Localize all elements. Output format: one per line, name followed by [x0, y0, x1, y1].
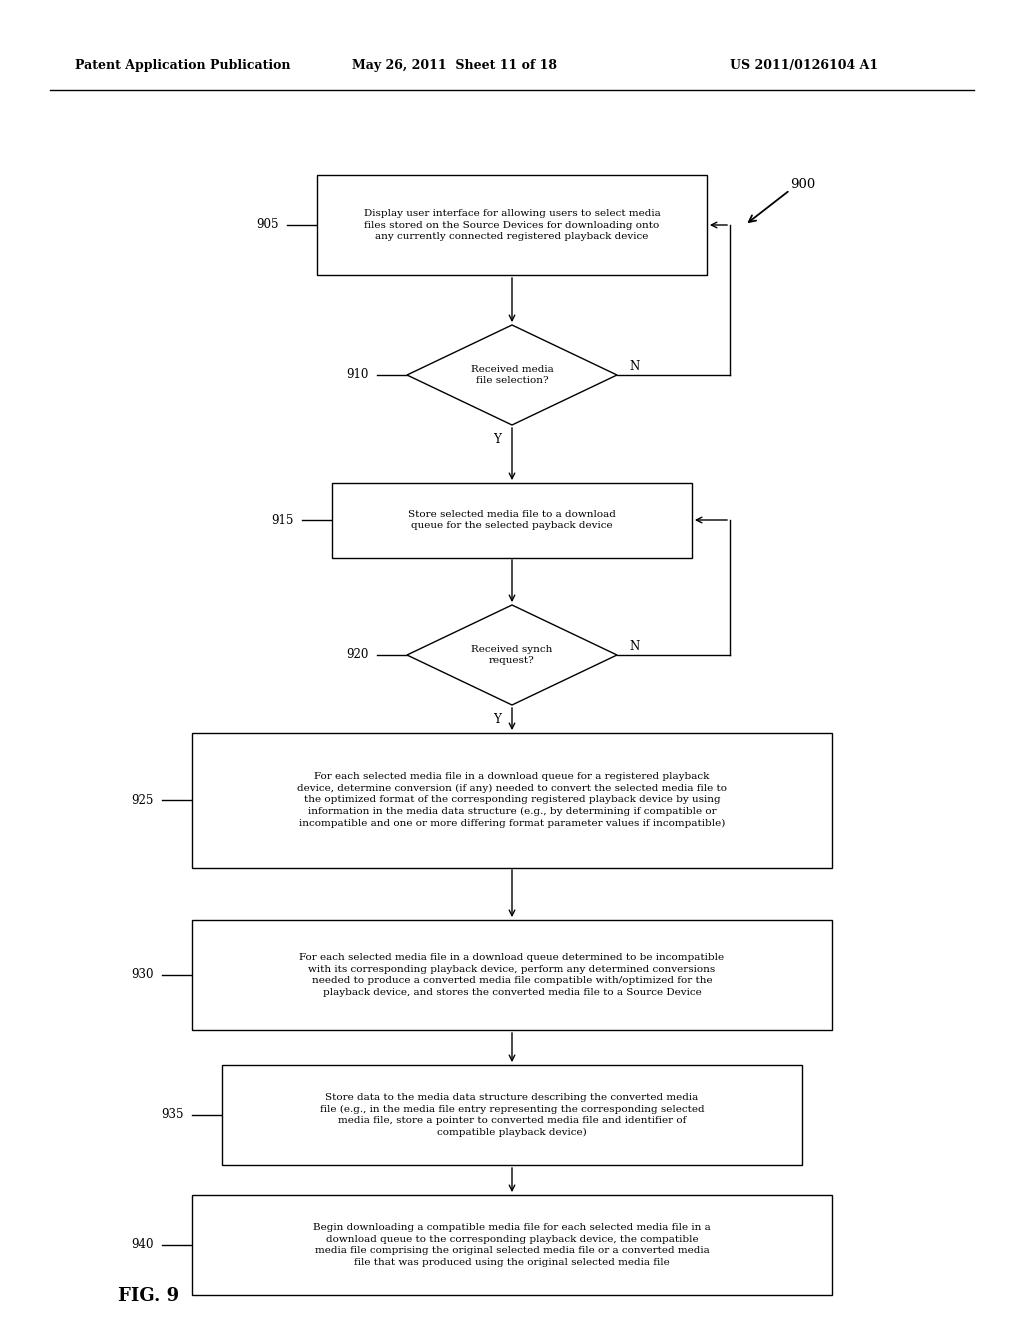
Text: Received synch
request?: Received synch request? [471, 644, 553, 665]
Text: Received media
file selection?: Received media file selection? [471, 364, 553, 385]
Text: 900: 900 [790, 178, 815, 191]
Text: For each selected media file in a download queue for a registered playback
devic: For each selected media file in a downlo… [297, 772, 727, 828]
FancyBboxPatch shape [332, 483, 692, 557]
Text: Store data to the media data structure describing the converted media
file (e.g.: Store data to the media data structure d… [319, 1093, 705, 1137]
FancyBboxPatch shape [193, 733, 831, 867]
Text: 935: 935 [162, 1109, 184, 1122]
Text: N: N [629, 360, 639, 374]
Text: 925: 925 [132, 793, 154, 807]
Text: US 2011/0126104 A1: US 2011/0126104 A1 [730, 58, 879, 71]
Text: Y: Y [494, 713, 501, 726]
FancyBboxPatch shape [193, 1195, 831, 1295]
Text: 915: 915 [271, 513, 294, 527]
Text: N: N [629, 640, 639, 653]
FancyBboxPatch shape [193, 920, 831, 1030]
Text: For each selected media file in a download queue determined to be incompatible
w: For each selected media file in a downlo… [299, 953, 725, 997]
Text: Begin downloading a compatible media file for each selected media file in a
down: Begin downloading a compatible media fil… [313, 1224, 711, 1267]
Text: FIG. 9: FIG. 9 [118, 1287, 179, 1305]
Text: May 26, 2011  Sheet 11 of 18: May 26, 2011 Sheet 11 of 18 [352, 58, 557, 71]
Text: 910: 910 [347, 368, 369, 381]
FancyBboxPatch shape [317, 176, 707, 275]
Polygon shape [407, 605, 617, 705]
FancyBboxPatch shape [222, 1065, 802, 1166]
Text: Display user interface for allowing users to select media
files stored on the So: Display user interface for allowing user… [364, 209, 660, 242]
Text: 920: 920 [347, 648, 369, 661]
Text: 905: 905 [256, 219, 279, 231]
Text: Store selected media file to a download
queue for the selected payback device: Store selected media file to a download … [408, 510, 616, 531]
Text: 930: 930 [131, 969, 154, 982]
Polygon shape [407, 325, 617, 425]
Text: Y: Y [494, 433, 501, 446]
Text: Patent Application Publication: Patent Application Publication [75, 58, 291, 71]
Text: 940: 940 [131, 1238, 154, 1251]
